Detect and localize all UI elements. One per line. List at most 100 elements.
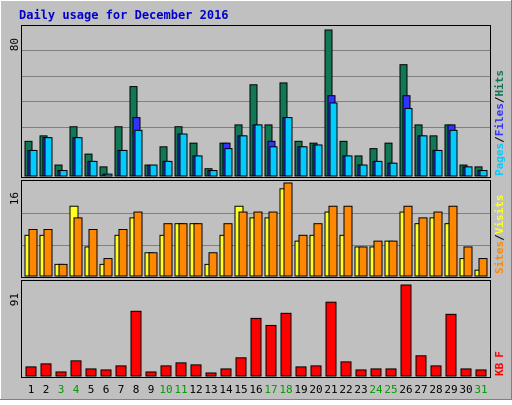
sites-bar-fill <box>343 205 353 277</box>
panel-visits <box>21 180 491 278</box>
sites-bar <box>238 211 248 277</box>
panel-hits <box>21 25 491 178</box>
kbytes-bar <box>370 368 382 377</box>
pages-bar-fill <box>479 170 488 177</box>
sites-bar <box>178 223 188 277</box>
kbytes-bar <box>100 369 112 377</box>
kbytes-bar-fill <box>130 310 142 377</box>
legend-sep-1: / <box>493 136 506 143</box>
pages-bar-fill <box>449 129 458 177</box>
sites-bar <box>28 229 38 277</box>
sites-bar-fill <box>58 263 68 277</box>
sites-bar-fill <box>208 252 218 277</box>
sites-bar <box>103 258 113 277</box>
kbytes-bar-fill <box>445 313 457 377</box>
kbytes-bar <box>115 365 127 377</box>
x-axis-label: 25 <box>384 383 397 396</box>
kbytes-bar-fill <box>85 368 97 377</box>
sites-bar-fill <box>358 246 368 277</box>
x-axis-label: 7 <box>118 383 125 396</box>
legend-visits: Visits <box>493 195 506 235</box>
x-axis-label: 31 <box>474 383 487 396</box>
kbytes-bar <box>475 369 487 377</box>
x-axis-labels: 1 2 3 4 5 6 7 8 9 10 11 12 13 14 15 16 17 18 19 20 21 22 23 24 2… <box>28 383 488 396</box>
x-axis-label: 19 <box>294 383 307 396</box>
kbytes-bar-fill <box>385 368 397 377</box>
kbytes-bar <box>445 313 457 377</box>
legend-pages: Pages <box>493 143 506 176</box>
sites-bar <box>418 217 428 277</box>
pages-bar-fill <box>29 149 38 177</box>
kbytes-bar-fill <box>25 366 37 377</box>
kbytes-bar <box>205 372 217 377</box>
kbytes-bar <box>355 369 367 377</box>
kbytes-bar-fill <box>295 366 307 377</box>
pages-bar-fill <box>209 170 218 177</box>
x-axis-label: 1 <box>28 383 35 396</box>
pages-bar-fill <box>419 135 428 177</box>
kbytes-bar <box>70 360 82 377</box>
kbytes-bar <box>310 365 322 377</box>
kbytes-bar-fill <box>235 357 247 377</box>
kbytes-bar <box>85 368 97 377</box>
kbytes-bar-fill <box>40 363 52 377</box>
kbytes-bar <box>460 368 472 377</box>
kbytes-bar-fill <box>265 324 277 377</box>
pages-bar <box>374 160 383 177</box>
pages-bar-fill <box>104 173 113 177</box>
legend-hits-files-pages: Pages/Files/Hits <box>493 70 506 176</box>
kbytes-bar <box>145 371 157 377</box>
kbytes-bar <box>235 357 247 377</box>
sites-bar <box>478 258 488 277</box>
sites-bar <box>133 211 143 277</box>
sites-bar-fill <box>223 223 233 277</box>
sites-bar <box>268 211 278 277</box>
y-max-label-hits: 80 <box>8 38 21 51</box>
kbytes-bar-fill <box>415 355 427 377</box>
kbytes-bar-fill <box>190 364 202 377</box>
sites-bar <box>43 229 53 277</box>
pages-bar <box>164 160 173 177</box>
sites-bar <box>88 229 98 277</box>
y-max-label-kbytes: 91 <box>8 293 21 306</box>
pages-bar-fill <box>44 137 53 177</box>
pages-bar <box>449 129 458 177</box>
pages-bar <box>389 162 398 177</box>
kbytes-bar <box>175 362 187 377</box>
pages-bar <box>404 107 413 177</box>
sites-bar <box>283 182 293 277</box>
x-axis-label: 16 <box>249 383 262 396</box>
kbytes-bar <box>190 364 202 377</box>
pages-bar <box>464 166 473 177</box>
legend-hits: Hits <box>493 70 506 97</box>
pages-bar-fill <box>254 124 263 177</box>
x-axis-label: 8 <box>133 383 140 396</box>
sites-bar <box>58 263 68 277</box>
kbytes-bar <box>220 368 232 377</box>
kbytes-bar-fill <box>475 369 487 377</box>
sites-bar-fill <box>133 211 143 277</box>
pages-bar <box>344 155 353 177</box>
x-axis-label: 15 <box>234 383 247 396</box>
kbytes-bar-fill <box>115 365 127 377</box>
kbytes-bar <box>40 363 52 377</box>
pages-bar-fill <box>344 155 353 177</box>
pages-bar <box>224 148 233 177</box>
pages-bar-fill <box>239 135 248 177</box>
pages-bar-fill <box>194 155 203 177</box>
pages-bar-fill <box>404 107 413 177</box>
kbytes-bar-fill <box>370 368 382 377</box>
pages-bar <box>284 117 293 177</box>
kbytes-bar-fill <box>220 368 232 377</box>
sites-bar-fill <box>118 229 128 277</box>
x-axis-label: 27 <box>414 383 427 396</box>
sites-bar-fill <box>298 234 308 277</box>
kbytes-bar <box>400 284 412 377</box>
kbytes-bar-fill <box>205 372 217 377</box>
sites-bar <box>148 252 158 277</box>
sites-bar <box>388 240 398 277</box>
kbytes-bar <box>160 365 172 377</box>
sites-bar <box>118 229 128 277</box>
sites-bar-fill <box>268 211 278 277</box>
